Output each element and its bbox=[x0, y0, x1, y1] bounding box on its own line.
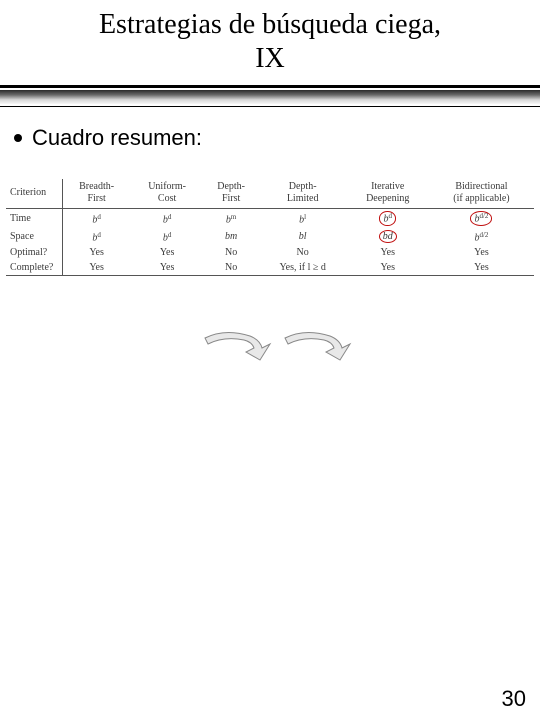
table-cell: bd/2 bbox=[429, 209, 534, 228]
title-separator bbox=[0, 85, 540, 107]
slide-title: Estrategias de búsqueda ciega, IX bbox=[0, 0, 540, 75]
row-label: Optimal? bbox=[6, 245, 62, 260]
row-label: Time bbox=[6, 209, 62, 228]
table-cell: Yes bbox=[131, 260, 204, 276]
table-cell: No bbox=[259, 245, 347, 260]
table-row: Timebdbdbmblbdbd/2 bbox=[6, 209, 534, 228]
comparison-table-wrap: CriterionBreadth-FirstUniform-CostDepth-… bbox=[6, 179, 534, 276]
table-cell: Yes bbox=[62, 245, 131, 260]
table-cell: Yes bbox=[347, 245, 429, 260]
table-cell: bd/2 bbox=[429, 228, 534, 245]
table-cell: No bbox=[203, 245, 258, 260]
table-cell: bm bbox=[203, 228, 258, 245]
table-row: Complete?YesYesNoYes, if l ≥ dYesYes bbox=[6, 260, 534, 276]
table-cell: bd bbox=[62, 228, 131, 245]
table-cell: bd bbox=[62, 209, 131, 228]
table-cell: Yes bbox=[347, 260, 429, 276]
row-label: Complete? bbox=[6, 260, 62, 276]
curved-arrows bbox=[200, 330, 370, 370]
rule-thin bbox=[0, 106, 540, 107]
table-row: Spacebdbdbmblbdbd/2 bbox=[6, 228, 534, 245]
rule-thick bbox=[0, 85, 540, 88]
highlight-circle: bd bbox=[379, 230, 397, 243]
col-header: Breadth-First bbox=[62, 179, 131, 209]
table-cell: bd bbox=[131, 209, 204, 228]
col-header: IterativeDeepening bbox=[347, 179, 429, 209]
table-cell: Yes, if l ≥ d bbox=[259, 260, 347, 276]
title-line1: Estrategias de búsqueda ciega, bbox=[99, 9, 441, 40]
table-cell: Yes bbox=[131, 245, 204, 260]
highlight-circle: bd/2 bbox=[470, 211, 492, 225]
table-cell: bd bbox=[347, 228, 429, 245]
subtitle-row: Cuadro resumen: bbox=[14, 125, 540, 151]
highlight-circle: bd bbox=[379, 211, 396, 225]
table-cell: Yes bbox=[429, 245, 534, 260]
table-cell: bd bbox=[347, 209, 429, 228]
rule-gradient bbox=[0, 90, 540, 104]
table-cell: bl bbox=[259, 228, 347, 245]
col-criterion: Criterion bbox=[6, 179, 62, 209]
table-row: Optimal?YesYesNoNoYesYes bbox=[6, 245, 534, 260]
table-cell: No bbox=[203, 260, 258, 276]
page-number: 30 bbox=[502, 686, 526, 712]
col-header: Uniform-Cost bbox=[131, 179, 204, 209]
table-cell: bl bbox=[259, 209, 347, 228]
bullet-icon bbox=[14, 134, 22, 142]
title-line2: IX bbox=[255, 43, 285, 74]
table-cell: bd bbox=[131, 228, 204, 245]
table-cell: Yes bbox=[429, 260, 534, 276]
row-label: Space bbox=[6, 228, 62, 245]
table-cell: bm bbox=[203, 209, 258, 228]
table-cell: Yes bbox=[62, 260, 131, 276]
subtitle-text: Cuadro resumen: bbox=[32, 125, 202, 151]
col-header: Depth-First bbox=[203, 179, 258, 209]
comparison-table: CriterionBreadth-FirstUniform-CostDepth-… bbox=[6, 179, 534, 276]
col-header: Bidirectional(if applicable) bbox=[429, 179, 534, 209]
col-header: Depth-Limited bbox=[259, 179, 347, 209]
